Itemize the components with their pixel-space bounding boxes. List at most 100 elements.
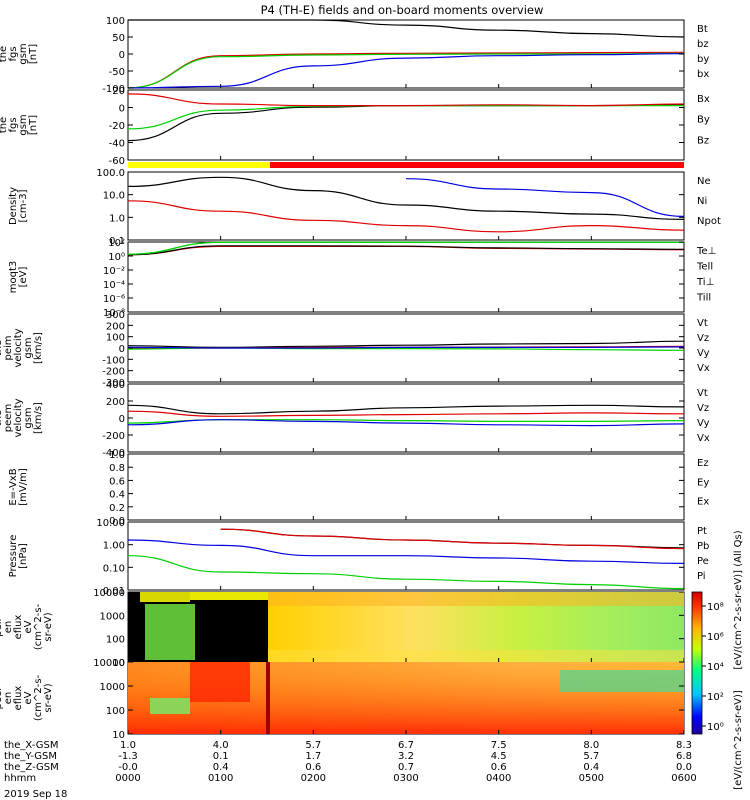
xaxis-value: 1.0 [120,740,136,751]
y-tick-label: 300 [106,310,125,321]
legend-Ne: Ne [697,176,711,187]
colorbar-label-upper: [eV/(cm^2-s-sr-eV)] (All Qs) [733,530,744,669]
svg-text:velocity: velocity [13,328,24,367]
svg-text:fgs: fgs [8,46,19,61]
y-tick-label: 100 [106,635,125,646]
y-axis-label: the fgs gsm [nT] [0,43,39,64]
mode-bar-red [270,162,684,168]
y-tick-label: 200 [106,397,125,408]
svg-text:eV: eV [23,691,34,704]
svg-text:peem: peem [3,404,14,432]
y-tick-label: 10⁻⁶ [103,294,125,305]
legend-Vt: Vt [697,388,708,399]
panel-density-axis: 100.0 10.0 1.0 0.1 Density [cm-3] Ne Ni Npot [8,168,721,247]
colorbar-tick-label: 10⁴ [707,662,724,673]
xaxis-value: 8.0 [583,740,599,751]
series-Te⊥ [127,245,685,256]
y-tick-label: -40 [109,139,125,150]
xaxis-value: 0600 [671,773,696,784]
y-tick-label: 0.8 [109,463,125,474]
series-Pt [220,528,685,549]
y-tick-label: 0.10 [103,563,125,574]
legend-Npot: Npot [697,216,721,227]
y-tick-label: 0 [119,50,125,61]
data-curves [127,19,685,590]
y-tick-label: 1.0 [109,213,125,224]
colorbar-tick-label: 10⁰ [707,722,724,733]
xaxis-value: 0.0 [676,762,692,773]
y-tick-label: 200 [106,321,125,332]
y-tick-label: 10⁻⁸ [103,308,125,319]
y-tick-label: 0.2 [109,503,125,514]
xaxis-value: 0300 [393,773,418,784]
xaxis-value: 0.4 [213,762,229,773]
svg-text:[nPa]: [nPa] [18,543,29,569]
svg-text:Density: Density [8,187,19,225]
legend-Vt: Vt [697,318,708,329]
y-axis-label: the peem velocity gsm [km/s] [0,398,44,437]
svg-text:gsm: gsm [18,114,29,135]
svg-text:sr-eV): sr-eV) [43,612,54,641]
svg-text:eflux: eflux [13,615,24,640]
legend-Ez: Ez [697,458,709,469]
svg-text:[km/s]: [km/s] [33,332,44,364]
legend-Vy: Vy [697,348,710,359]
y-axis-label: the peim velocity gsm [km/s] [0,328,44,367]
svg-text:en: en [3,692,14,705]
panel-temp-axis: 10² 10⁰ 10⁻² 10⁻⁴ 10⁻⁶ 10⁻⁸ moqt3 [eV] Te⊥ Tell Ti… [8,238,716,319]
colorbar-tick-label: 10² [707,692,724,703]
y-tick-label: 10.0 [103,191,125,202]
panel-pressure-axis: 10.00 1.00 0.10 0.01 Pressure [nPa] Pt Pb Pe Pi [8,518,709,597]
legend-by: by [697,54,709,65]
xaxis-row-label: the_Z-GSM [4,762,59,773]
y-axis-label: the fgs gsm [nT] [0,114,39,135]
legend-By: By [697,115,710,126]
y-tick-label: 1000 [100,611,125,622]
y-tick-label: 400 [106,380,125,391]
y-tick-label: -400 [102,448,125,459]
svg-text:en: en [3,621,14,634]
svg-text:[eV]: [eV] [18,267,29,288]
svg-text:the: the [0,340,4,356]
svg-text:(cm^2-s-: (cm^2-s- [33,674,44,721]
xaxis-value: 6.8 [676,751,692,762]
xaxis-value: 3.2 [398,751,414,762]
xaxis-value: 4.0 [213,740,229,751]
legend-Bt: Bt [697,24,708,35]
y-tick-label: 10000 [93,658,125,669]
y-tick-label: 10⁻⁴ [103,280,125,291]
legend-Pe: Pe [697,556,709,567]
panel-frame-peem [127,383,685,453]
legend-Ey: Ey [697,477,709,488]
series-Bt [127,19,685,38]
series-by [127,52,685,89]
series-By [127,104,684,130]
xaxis-value: 5.7 [583,751,599,762]
xaxis-value: 0000 [115,773,140,784]
xaxis-value: 0100 [208,773,233,784]
panel-efield-axis: 1.0 0.8 0.6 0.4 0.2 0.0 E=-VxB [mV/m] Ez Ey Ex [8,450,709,527]
y-tick-label: -200 [102,367,125,378]
xaxis-value: -0.0 [118,762,138,773]
y-tick-label: -100 [102,84,125,95]
xaxis-row-label: the_X-GSM [4,740,58,751]
panel-peem-axis: 400 200 0 -200 -400 the peem velocity gsm [km/s] V… [0,380,710,459]
y-tick-label: 10000 [93,588,125,599]
y-tick-label: 0 [119,344,125,355]
xaxis-value: 8.3 [676,740,692,751]
legend-Pb: Pb [697,541,709,552]
date-label: 2019 Sep 18 [4,789,67,800]
panel-fgs_gse-axis: 20 0 -20 -40 -60 the fgs gsm [nT] Bx By Bz [0,86,710,167]
panel-peir-axis: 10000 1000 100 10 thepeirenefluxeV(cm^2-s-sr… [0,588,684,669]
xaxis-value: 0.1 [213,751,229,762]
legend-Vx: Vx [697,433,710,444]
svg-text:[mV/m]: [mV/m] [18,468,29,506]
xaxis-value: 0400 [486,773,511,784]
svg-text:[nT]: [nT] [28,44,39,64]
xaxis-value: 0.7 [398,762,414,773]
colorbar: 10⁸ 10⁶ 10⁴ 10² 10⁰ [eV/(cm^2-s-sr-eV)] [eV/… [691,530,744,790]
svg-text:gsm: gsm [23,407,34,428]
xaxis-value: 4.5 [491,751,507,762]
series-Ne [127,200,685,233]
y-tick-label: 50 [112,33,125,44]
